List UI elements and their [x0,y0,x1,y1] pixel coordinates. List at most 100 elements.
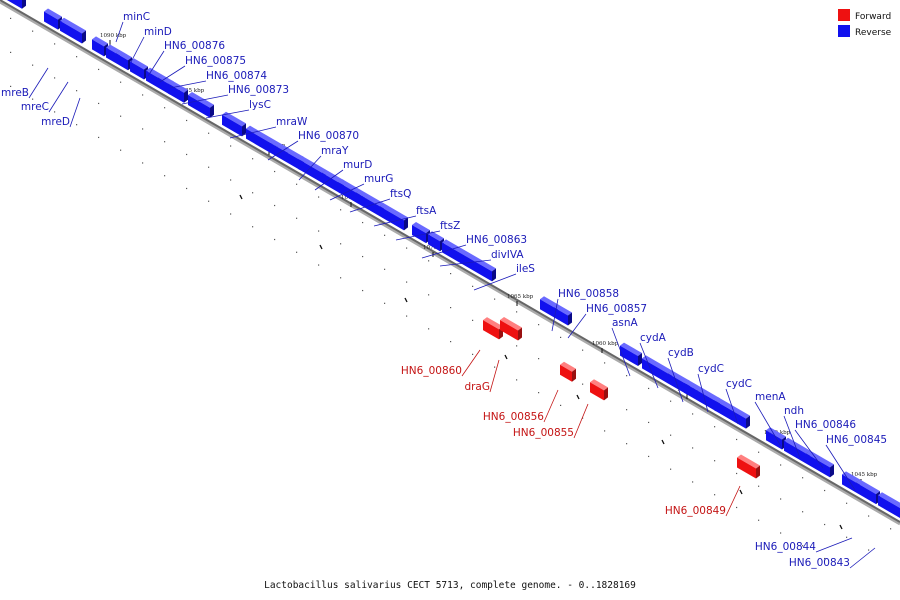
gene-leader-line [725,485,741,517]
reverse-gene-feature [714,400,746,429]
dot [428,260,430,262]
dot [758,485,760,487]
gene-feature-top [428,231,444,242]
dot [340,209,342,211]
forward-gene-feature [560,364,572,382]
dot [472,285,474,287]
legend-forward-swatch [838,9,850,21]
gene-label: murG [364,173,393,185]
gene-leader-line [473,273,517,291]
dot [538,324,540,326]
gene-feature-top [146,67,162,78]
dot [10,85,12,87]
gene-leader-line [439,259,492,267]
reverse-gene-feature [60,20,82,44]
dot [538,392,540,394]
dot [670,434,672,436]
reverse-gene-feature [540,299,554,318]
gene-leader-line [849,547,876,569]
gene-feature-top [130,58,148,70]
dot [780,532,782,534]
legend: Forward Reverse [838,9,892,38]
gene-label: ftsQ [390,188,411,200]
reverse-gene-feature [106,47,116,64]
gene-feature-top [222,111,246,127]
dot [274,204,276,207]
gene-label: minC [123,11,150,23]
legend-forward-label: Forward [855,12,891,22]
reverse-gene-feature [620,345,638,367]
gene-feature-top [412,221,430,234]
dot [494,298,496,300]
gene-feature-top [322,169,344,184]
dot [802,477,804,479]
gene-label: minD [144,26,172,38]
gene-label: HN6_00876 [164,40,225,52]
gene-feature-side [184,89,188,103]
dot [252,192,254,194]
tick-mark [739,489,743,495]
dot [230,179,232,181]
dot [560,336,562,338]
gene-leader-line [229,126,277,139]
dot [318,196,320,198]
gene-feature-top [284,147,304,160]
reverse-gene-feature [380,206,404,231]
dot [186,187,188,190]
dot [98,102,100,105]
gene-feature-top [766,427,786,440]
dot [736,472,738,475]
dot [54,111,56,113]
dot [428,328,430,330]
gene-leader-line [181,94,229,105]
dot [516,345,518,347]
forward-gene-feature [483,320,499,340]
gene-leader-line [543,389,559,423]
dot [824,557,826,560]
gene-feature-top [500,317,522,331]
gene-feature-top [92,36,108,47]
gene-feature-side [242,123,246,137]
gene-labels: minC minD HN6_00876 HN6_00875 HN6_00874 HN6_0… [1,11,887,569]
dot [846,502,848,504]
gene-label: mraY [321,145,349,157]
gene-feature-top [483,317,503,330]
gene-leader-line [69,97,81,128]
reverse-gene-feature [842,474,856,493]
dot [230,213,232,215]
dot [516,311,518,313]
kbp-label: 1085 kbp [178,88,205,94]
dot [318,264,320,266]
gene-feature-top [590,379,608,391]
dot [692,447,694,449]
gene-leader-line [794,429,824,469]
gene-leader-line [611,327,631,377]
reverse-gene-feature [684,382,716,412]
gene-feature-top [856,479,880,495]
reverse-gene-feature [284,150,300,170]
dot [98,68,100,71]
dot [890,528,892,530]
gene-feature-side [746,415,750,429]
dot [230,145,232,147]
gene-feature-side [82,30,86,44]
dot [406,247,408,249]
dot [208,166,210,168]
reverse-gene-feature [116,53,128,71]
gene-label: cydB [668,347,694,359]
tick-mark [404,297,408,303]
gene-feature-top [106,44,120,54]
dot [186,153,188,156]
gene-feature-side [572,368,576,382]
dot [252,158,254,160]
kbp-label: 1045 kbp [851,472,878,478]
dot [318,230,320,232]
dot [142,162,144,164]
kbp-label: 1065 kbp [507,294,534,300]
reverse-gene-feature [168,83,184,103]
gene-feature-side [568,312,572,326]
legend-reverse-label: Reverse [855,28,892,38]
dot [714,494,716,496]
gene-feature-top [442,239,496,272]
